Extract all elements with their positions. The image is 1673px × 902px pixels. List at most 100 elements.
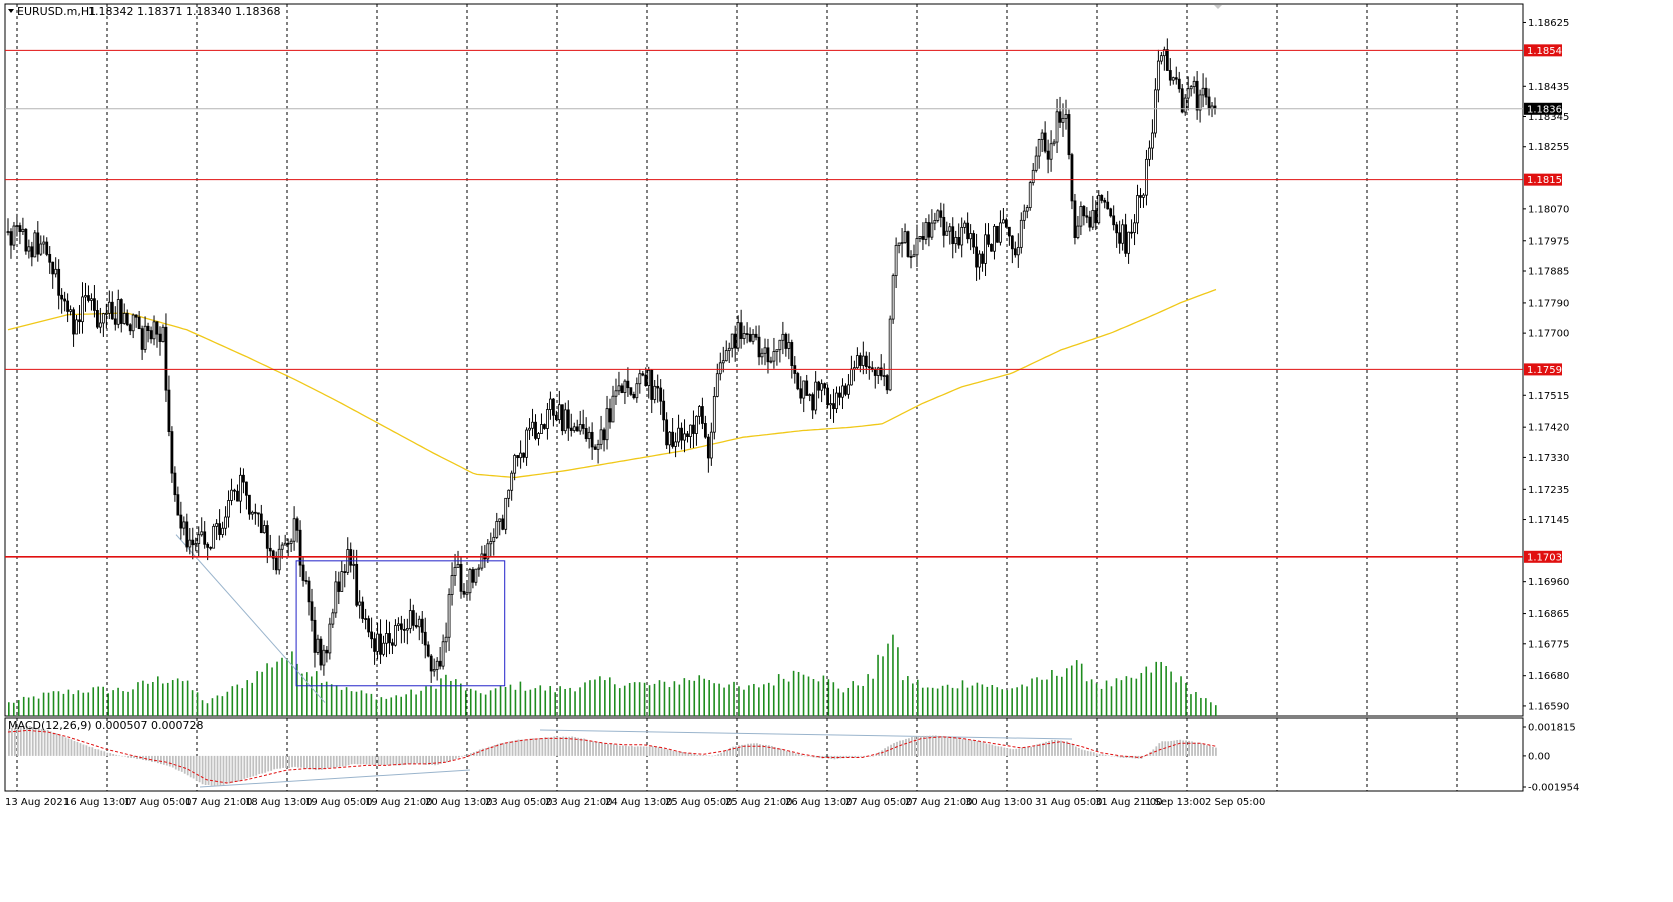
macd-histogram-bar bbox=[714, 755, 717, 756]
volume-bar bbox=[1011, 688, 1013, 716]
candle-body bbox=[27, 246, 31, 252]
candle-body bbox=[787, 342, 791, 349]
candle-body bbox=[355, 563, 359, 606]
candle-body bbox=[397, 623, 400, 626]
volume-bar bbox=[539, 685, 542, 716]
candle-body bbox=[1171, 77, 1175, 81]
candle-body bbox=[891, 275, 895, 320]
macd-histogram-bar bbox=[583, 738, 585, 756]
candle-body bbox=[221, 527, 224, 535]
macd-histogram-bar bbox=[79, 743, 82, 756]
macd-histogram-bar bbox=[633, 746, 636, 756]
volume-bar bbox=[251, 682, 253, 716]
candle-body bbox=[1154, 89, 1157, 134]
volume-bar bbox=[370, 693, 373, 716]
macd-histogram-bar bbox=[919, 736, 922, 756]
macd-histogram-bar bbox=[1051, 739, 1053, 756]
price-axis-label: 1.16865 bbox=[1528, 609, 1569, 620]
price-axis-label: 1.17235 bbox=[1528, 485, 1569, 496]
candle-body bbox=[75, 319, 78, 335]
macd-histogram-bar bbox=[326, 755, 329, 769]
volume-bar bbox=[221, 696, 224, 716]
macd-histogram-bar bbox=[666, 749, 669, 756]
macd-histogram-bar bbox=[520, 739, 523, 756]
macd-histogram-bar bbox=[869, 755, 872, 757]
candle-body bbox=[531, 421, 534, 429]
macd-histogram-bar bbox=[61, 736, 64, 756]
candle-body bbox=[873, 369, 877, 376]
macd-histogram-bar bbox=[663, 748, 666, 756]
volume-bar bbox=[1175, 682, 1177, 716]
volume-bar bbox=[931, 687, 934, 716]
candle-body bbox=[1177, 78, 1181, 90]
candle-body bbox=[960, 226, 964, 246]
macd-histogram-bar bbox=[243, 755, 246, 779]
candle-body bbox=[394, 625, 397, 646]
macd-histogram-bar bbox=[270, 755, 273, 771]
macd-histogram-bar bbox=[252, 755, 255, 777]
candle-body bbox=[638, 373, 642, 385]
volume-bar bbox=[827, 679, 830, 716]
dropdown-triangle-icon[interactable] bbox=[8, 9, 14, 13]
macd-histogram-bar bbox=[851, 755, 854, 758]
candle-body bbox=[805, 380, 809, 396]
macd-histogram-bar bbox=[615, 744, 618, 756]
volume-bar bbox=[17, 700, 20, 716]
macd-histogram-bar bbox=[824, 755, 827, 759]
volume-bar bbox=[216, 695, 219, 716]
candle-body bbox=[304, 580, 308, 582]
volume-bar bbox=[484, 694, 487, 716]
candle-body bbox=[635, 383, 639, 399]
macd-histogram-bar bbox=[940, 736, 943, 756]
macd-histogram-bar bbox=[1021, 747, 1024, 756]
candle-body bbox=[721, 360, 725, 364]
price-axis-label: 1.17700 bbox=[1528, 329, 1569, 340]
volume-bar bbox=[355, 691, 358, 716]
shift-marker-icon[interactable] bbox=[1214, 5, 1222, 9]
macd-histogram-bar bbox=[231, 755, 234, 783]
candle-body bbox=[233, 489, 236, 492]
volume-bar bbox=[1006, 690, 1008, 716]
candle-body bbox=[134, 314, 138, 318]
volume-bar bbox=[226, 691, 229, 716]
candle-body bbox=[1013, 248, 1017, 256]
volume-bar bbox=[152, 681, 154, 716]
candle-body bbox=[1004, 219, 1008, 228]
volume-bar bbox=[693, 680, 696, 716]
candle-body bbox=[957, 236, 961, 246]
volume-bar bbox=[1026, 686, 1028, 716]
candle-body bbox=[307, 580, 311, 603]
candle-body bbox=[48, 253, 52, 263]
range-box[interactable] bbox=[295, 560, 506, 687]
macd-indicator bbox=[7, 725, 1217, 787]
macd-histogram-bar bbox=[586, 739, 588, 756]
volume-bar bbox=[499, 685, 502, 716]
macd-histogram-bar bbox=[723, 750, 726, 756]
macd-histogram-bar bbox=[1182, 740, 1185, 756]
macd-histogram-bar bbox=[1003, 747, 1006, 756]
level-price-tag bbox=[1524, 363, 1562, 376]
volume-bar bbox=[196, 692, 199, 716]
candle-body bbox=[63, 298, 67, 302]
volume-bar bbox=[633, 682, 636, 716]
volume-bar bbox=[286, 658, 288, 716]
price-axis-label: 1.18345 bbox=[1528, 112, 1569, 123]
volume-bars bbox=[8, 634, 1217, 716]
candle-body bbox=[116, 299, 120, 325]
macd-histogram-bar bbox=[386, 755, 389, 766]
macd-histogram-bar bbox=[1191, 741, 1193, 756]
time-axis-label: 30 Aug 13:00 bbox=[965, 797, 1032, 808]
volume-bar bbox=[892, 634, 894, 716]
macd-histogram-bar bbox=[1209, 745, 1211, 756]
macd-histogram-bar bbox=[195, 755, 198, 781]
macd-histogram-bar bbox=[458, 755, 460, 758]
candle-body bbox=[6, 231, 10, 234]
candle-body bbox=[1079, 206, 1083, 227]
macd-histogram-bar bbox=[279, 755, 282, 769]
horizontal-levels[interactable]: 1.18542 1.18157 1.17592 1.17034 1.18368 bbox=[5, 44, 1568, 563]
volume-bar bbox=[594, 679, 596, 716]
time-axis-label: 31 Aug 21:00 bbox=[1095, 797, 1162, 808]
candle-body bbox=[1097, 195, 1101, 224]
